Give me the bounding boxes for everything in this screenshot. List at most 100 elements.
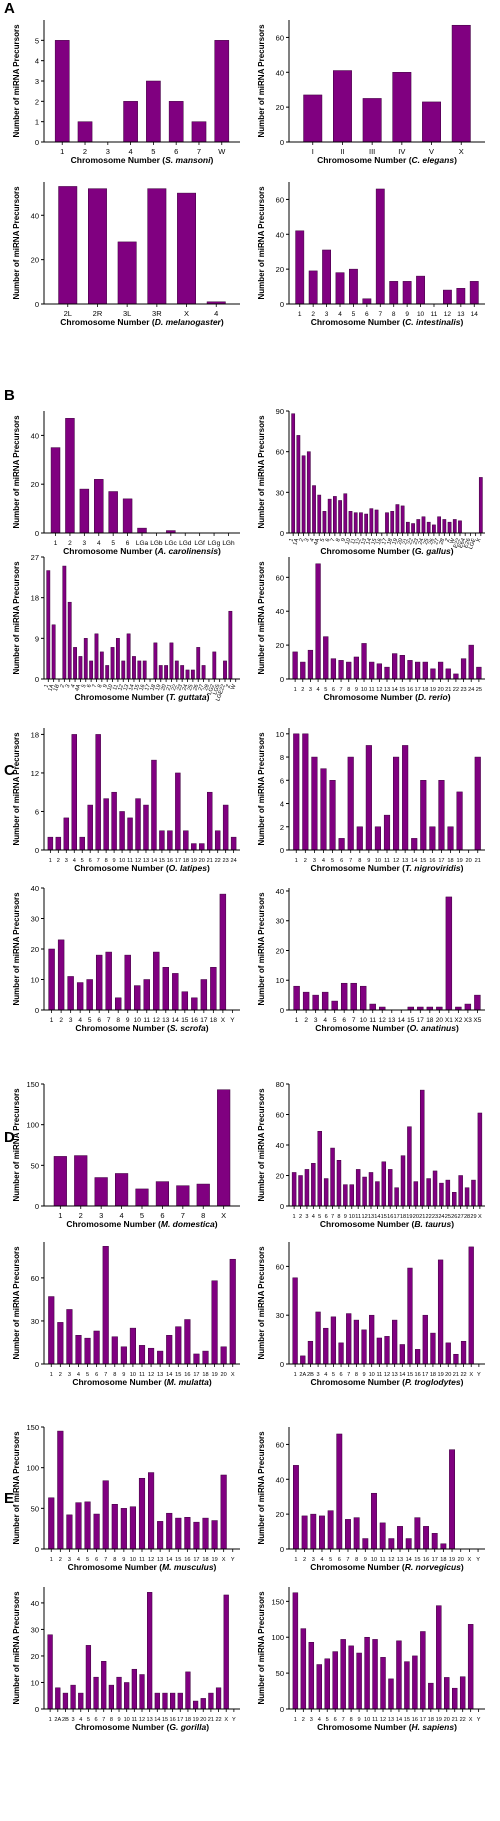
x-tick-label: 23 — [176, 684, 184, 692]
bar-m-domestica-x — [217, 1089, 231, 1207]
bar-g-gorilla-21 — [208, 1692, 214, 1710]
x-tick-label: 21 — [445, 687, 451, 693]
x-tick-label: 1 — [50, 1017, 54, 1024]
x-tick-label: X — [468, 1557, 472, 1563]
y-tick-label: 60 — [276, 448, 284, 457]
bar-t-guttata-21 — [169, 642, 174, 680]
bar-a-carolinensis-1 — [50, 447, 61, 534]
x-tick-label: 6 — [365, 311, 369, 318]
x-tick-label: 16 — [407, 687, 413, 693]
x-tick-label: 6 — [95, 1717, 98, 1723]
bar-g-gorilla-7 — [101, 1661, 107, 1710]
x-axis-title: Chromosome Number (D. melanogaster) — [60, 317, 224, 327]
bar-m-mulatta-19 — [211, 1280, 218, 1365]
bar-o-anatinus-2 — [302, 991, 310, 1011]
x-tick-label: 18 — [185, 1717, 191, 1723]
y-axis-title: Number of miRNA Precursors — [12, 1431, 21, 1545]
x-tick-label: 10 — [134, 1017, 142, 1024]
y-axis-title: Number of miRNA Precursors — [257, 1431, 266, 1545]
x-tick-label: 21 — [453, 1372, 459, 1378]
x-tick-label: 1 — [294, 687, 297, 693]
bar-m-musculus-x — [220, 1474, 227, 1550]
x-tick-label: X — [478, 1214, 482, 1220]
x-tick-label: 9 — [340, 538, 347, 543]
x-tick-label: 5 — [318, 1214, 321, 1220]
bar-o-latipes-21 — [207, 791, 213, 851]
x-tick-label: 25 — [423, 538, 431, 546]
x-tick-label: 13 — [147, 1717, 153, 1723]
x-tick-label: 22 — [215, 858, 221, 864]
y-tick-label: 20 — [31, 1652, 39, 1661]
x-tick-label: 11 — [369, 687, 375, 693]
bar-d-rerio-2 — [300, 661, 306, 680]
bar-s-scrofa-18 — [210, 967, 217, 1011]
x-tick-label: 1 — [298, 311, 302, 318]
x-tick-label: X3 — [464, 1017, 472, 1024]
x-tick-label: 8 — [355, 1372, 358, 1378]
x-tick-label: 2 — [59, 1557, 62, 1563]
x-tick-label: LGE — [468, 537, 478, 550]
bar-b-taurus-18 — [400, 1155, 406, 1207]
x-tick-label: 5 — [324, 687, 327, 693]
bar-t-guttata-26 — [196, 647, 201, 680]
x-tick-label: X — [231, 1372, 235, 1378]
bar-g-gallus-e22 — [458, 520, 462, 534]
x-tick-label: LG2 — [207, 684, 216, 696]
x-tick-label: 11 — [431, 311, 438, 318]
x-axis-title: Chromosome Number (T. guttata) — [75, 692, 210, 702]
x-axis-title: Chromosome Number (O. anatinus) — [315, 1023, 459, 1033]
y-tick-label: 30 — [31, 1317, 39, 1326]
x-tick-label: 17 — [438, 858, 444, 864]
y-tick-label: 150 — [26, 1423, 39, 1432]
bar-b-taurus-13 — [368, 1172, 374, 1207]
bar-c-elegans-iii — [362, 98, 382, 143]
x-tick-label: 8 — [97, 684, 104, 689]
x-tick-label: 16 — [139, 684, 147, 692]
x-tick-label: 6 — [97, 1017, 101, 1024]
y-tick-label: 0 — [35, 300, 39, 309]
x-tick-label: 14 — [399, 1372, 405, 1378]
x-tick-label: LGh — [222, 540, 235, 547]
y-tick-label: 3 — [35, 77, 39, 86]
x-tick-label: 4 — [78, 1017, 82, 1024]
bar-p-troglodytes-5 — [330, 1316, 337, 1365]
x-tick-label: 3 — [314, 1017, 318, 1024]
bar-g-gallus-28 — [442, 519, 447, 534]
bar-t-guttata-7 — [94, 633, 99, 680]
bar-m-mulatta-3 — [66, 1309, 73, 1365]
x-tick-label: 4 — [320, 1557, 323, 1563]
x-tick-label: 24 — [468, 687, 474, 693]
x-tick-label: 27 — [433, 538, 441, 546]
bar-g-gallus-x — [478, 477, 483, 534]
x-tick-label: X — [469, 1717, 473, 1723]
x-tick-label: 5 — [332, 1372, 335, 1378]
chart-d-melanogaster: 0 20 40 2L 2R 3L 3R X 4 Number of miRNA Precursor… — [10, 176, 245, 341]
x-tick-label: 20 — [437, 687, 443, 693]
bar-m-musculus-3 — [66, 1514, 73, 1550]
bar-s-scrofa-8 — [115, 997, 122, 1011]
bar-o-latipes-19 — [191, 843, 197, 851]
bar-t-guttata-27 — [201, 665, 206, 680]
bar-h-sapiens-17 — [420, 1631, 426, 1710]
bar-g-gorilla-1 — [47, 1634, 53, 1710]
y-tick-label: 10 — [31, 1678, 39, 1687]
x-tick-label: 11 — [139, 1557, 145, 1563]
bar-t-guttata-20 — [164, 665, 169, 680]
x-tick-label: 11 — [369, 1017, 376, 1024]
x-tick-label: 13 — [157, 1557, 163, 1563]
axis-frame — [288, 1427, 485, 1550]
y-tick-label: 40 — [31, 1599, 39, 1608]
bar-t-guttata-8 — [99, 651, 104, 680]
x-tick-label: 27 — [198, 684, 206, 692]
x-tick-label: 11 — [376, 1372, 382, 1378]
bar-o-latipes-9 — [111, 791, 117, 851]
x-axis-title: Chromosome Number (A. carolinensis) — [63, 546, 221, 556]
x-tick-label: 3 — [99, 1211, 103, 1220]
bar-o-anatinus-5 — [331, 1000, 338, 1011]
chart-g-gallus: 0 30 60 90 1 1A 2 3 4 4A 5 6 7 8 9 10 11 12 13 14 15 16 17 18 19… — [255, 405, 490, 570]
bar-r-norvegicus-16 — [423, 1526, 429, 1550]
bar-o-latipes-18 — [183, 830, 189, 851]
x-tick-label: 20 — [200, 1717, 206, 1723]
bar-c-elegans-v — [422, 101, 441, 143]
bar-t-guttata-11 — [115, 638, 120, 680]
